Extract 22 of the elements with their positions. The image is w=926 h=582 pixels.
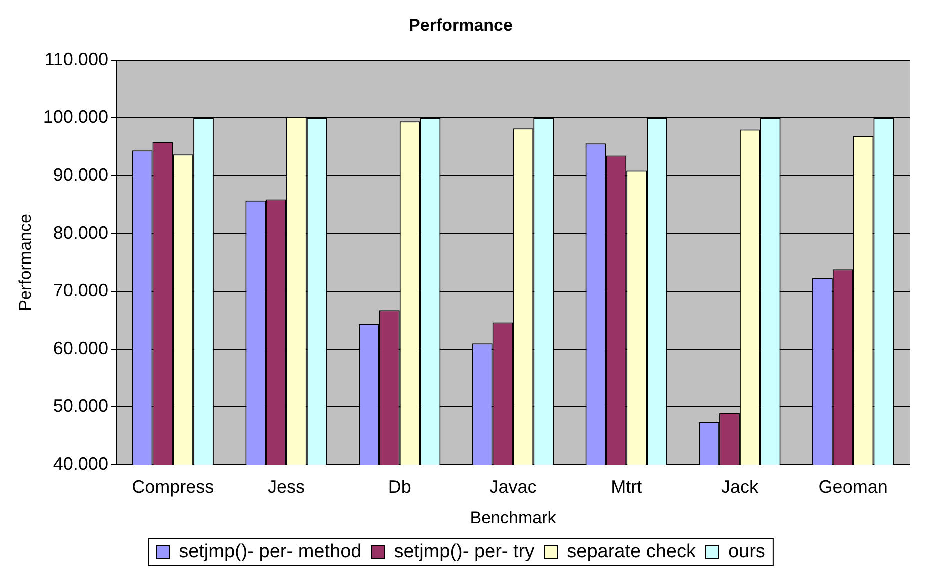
x-axis-title: Benchmark	[470, 508, 557, 528]
y-tick-label: 90.000	[53, 164, 108, 185]
x-tick-label: Mtrt	[611, 476, 642, 497]
x-tick-label: Javac	[490, 476, 537, 497]
y-tick-label: 40.000	[53, 454, 108, 474]
legend-label: setjmp()- per- try	[394, 542, 536, 563]
legend-label: setjmp()- per- method	[179, 542, 362, 563]
legend-label: ours	[728, 542, 766, 563]
y-tick-label: 110.000	[44, 49, 108, 70]
y-axis-title: Performance	[16, 214, 35, 312]
y-tick-label: 80.000	[53, 222, 108, 243]
legend-label: separate check	[567, 542, 696, 563]
x-tick-label: Jack	[721, 476, 760, 497]
y-tick-label: 60.000	[53, 338, 108, 358]
y-tick-label: 100.000	[43, 107, 108, 128]
y-tick-label: 50.000	[53, 396, 108, 416]
chart-title: Performance	[409, 16, 513, 35]
x-tick-label: Jess	[268, 476, 306, 497]
x-tick-label: Db	[388, 476, 412, 497]
y-tick-label: 70.000	[53, 280, 108, 301]
x-tick-label: Compress	[132, 476, 214, 497]
x-tick-label: Geoman	[818, 476, 888, 497]
